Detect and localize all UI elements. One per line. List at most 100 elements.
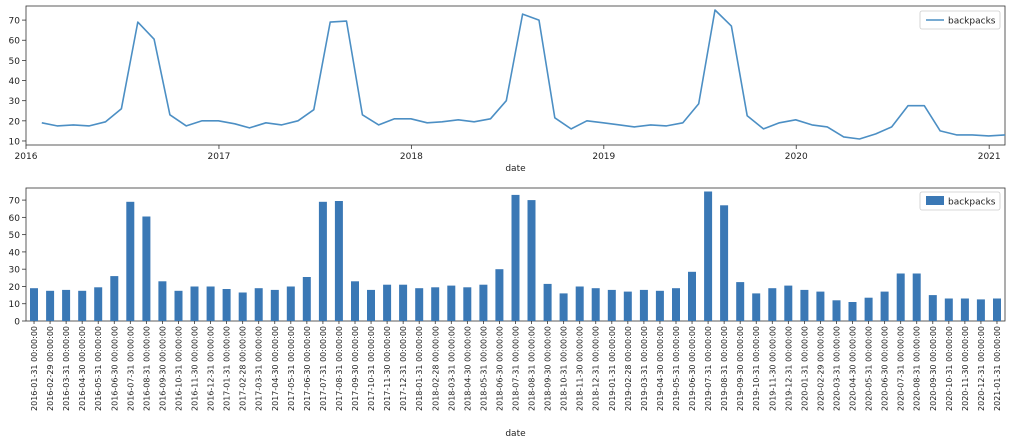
bar-backpacks (302, 277, 311, 321)
bar-x-tick-label: 2019-08-31 00:00:00 (720, 326, 729, 411)
bar-x-tick-label: 2016-05-31 00:00:00 (94, 326, 103, 411)
bar-x-tick-label: 2020-12-31 00:00:00 (977, 326, 986, 411)
bar-x-tick-label: 2016-06-30 00:00:00 (110, 326, 119, 411)
bar-backpacks (206, 286, 215, 321)
line-legend-label: backpacks (948, 17, 996, 27)
bar-x-tick-label: 2018-02-28 00:00:00 (431, 326, 440, 411)
bar-x-tick-label: 2019-06-30 00:00:00 (688, 326, 697, 411)
line-x-tick-label: 2021 (978, 152, 1001, 162)
bar-y-tick-label: 10 (9, 300, 21, 310)
bar-backpacks (912, 273, 921, 321)
bar-x-tick-label: 2021-01-31 00:00:00 (993, 326, 1002, 411)
bar-x-tick-label: 2020-07-31 00:00:00 (897, 326, 906, 411)
bar-backpacks (62, 289, 71, 321)
bar-x-tick-label: 2018-11-30 00:00:00 (576, 326, 585, 411)
bar-x-tick-label: 2016-12-31 00:00:00 (207, 326, 216, 411)
bar-backpacks (623, 291, 632, 321)
bar-backpacks (639, 289, 648, 321)
bar-x-tick-label: 2020-08-31 00:00:00 (913, 326, 922, 411)
bar-backpacks (704, 191, 713, 321)
bar-x-tick-label: 2016-10-31 00:00:00 (175, 326, 184, 411)
bar-x-tick-label: 2016-03-31 00:00:00 (62, 326, 71, 411)
bar-x-tick-label: 2019-04-30 00:00:00 (656, 326, 665, 411)
bar-legend-swatch (926, 196, 944, 205)
bar-backpacks (880, 291, 889, 321)
bar-backpacks (190, 286, 199, 321)
bar-backpacks (928, 295, 937, 321)
bar-x-tick-label: 2019-09-30 00:00:00 (736, 326, 745, 411)
bar-backpacks (30, 288, 38, 321)
bar-x-tick-label: 2016-11-30 00:00:00 (191, 326, 200, 411)
bar-x-tick-label: 2017-06-30 00:00:00 (303, 326, 312, 411)
line-y-tick-label: 10 (9, 137, 21, 147)
bar-x-tick-label: 2019-03-31 00:00:00 (640, 326, 649, 411)
bar-x-tick-label: 2019-12-31 00:00:00 (784, 326, 793, 411)
line-y-tick-label: 50 (9, 57, 21, 67)
bar-backpacks (720, 205, 729, 321)
bar-backpacks (672, 288, 680, 321)
bar-backpacks (960, 298, 969, 321)
bar-x-tick-label: 2019-01-31 00:00:00 (608, 326, 617, 411)
bar-backpacks (222, 289, 231, 321)
bar-backpacks (254, 288, 263, 321)
line-y-tick-label: 30 (9, 97, 21, 107)
bar-x-tick-label: 2018-06-30 00:00:00 (496, 326, 505, 411)
bar-backpacks (367, 289, 375, 321)
bar-backpacks (142, 216, 151, 321)
bar-backpacks (800, 289, 809, 321)
bar-backpacks (848, 302, 857, 321)
bar-backpacks (896, 273, 905, 321)
bar-x-tick-label: 2019-11-30 00:00:00 (768, 326, 777, 411)
bar-x-tick-label: 2016-02-29 00:00:00 (46, 326, 55, 411)
line-y-tick-label: 60 (9, 37, 21, 47)
line-plot-frame (25, 5, 1006, 146)
bar-backpacks (94, 287, 103, 321)
bar-backpacks (607, 289, 616, 321)
bar-x-tick-label: 2018-08-31 00:00:00 (528, 326, 537, 411)
bar-y-tick-label: 30 (9, 266, 21, 276)
bar-backpacks (110, 276, 119, 321)
bar-x-tick-label: 2018-01-31 00:00:00 (415, 326, 424, 411)
series-line-backpacks (41, 9, 1006, 140)
bar-x-tick-label: 2017-12-31 00:00:00 (399, 326, 408, 411)
bar-x-tick-label: 2020-06-30 00:00:00 (881, 326, 890, 411)
bar-backpacks (479, 284, 488, 321)
bar-backpacks (832, 300, 841, 321)
bar-backpacks (864, 297, 873, 321)
bar-x-tick-label: 2020-10-31 00:00:00 (945, 326, 954, 411)
bar-backpacks (752, 293, 761, 321)
bar-backpacks (174, 290, 183, 321)
bar-x-axis-label: date (505, 429, 526, 439)
bar-backpacks (976, 299, 985, 321)
bar-backpacks (431, 287, 440, 321)
bar-backpacks (495, 269, 504, 321)
bar-x-tick-label: 2016-01-31 00:00:00 (30, 326, 39, 411)
bar-y-tick-label: 50 (9, 231, 21, 241)
bar-x-tick-label: 2018-09-30 00:00:00 (544, 326, 553, 411)
bar-x-tick-label: 2018-05-31 00:00:00 (479, 326, 488, 411)
bar-backpacks (575, 286, 584, 321)
bar-chart: 0 10 20 30 40 50 60 70 2016-01-31 00:00:00 2016-0… (9, 187, 1006, 439)
bar-x-tick-label: 2020-03-31 00:00:00 (833, 326, 842, 411)
bar-backpacks (318, 201, 327, 321)
line-x-axis-label: date (505, 164, 526, 174)
bar-backpacks (559, 293, 568, 321)
bar-x-tick-label: 2020-09-30 00:00:00 (929, 326, 938, 411)
bar-backpacks (655, 290, 664, 321)
bar-legend: backpacks (919, 191, 1001, 211)
line-x-tick-label: 2018 (400, 152, 423, 162)
bar-backpacks (993, 298, 1001, 321)
line-x-tick-label: 2016 (15, 152, 38, 162)
bar-x-tick-label: 2017-01-31 00:00:00 (223, 326, 232, 411)
bar-x-tick-label: 2020-11-30 00:00:00 (961, 326, 970, 411)
bar-backpacks (768, 288, 777, 321)
bar-backpacks (286, 286, 295, 321)
bar-backpacks (78, 290, 87, 321)
bar-x-tick-label: 2019-07-31 00:00:00 (704, 326, 713, 411)
bar-backpacks (784, 285, 793, 321)
bar-backpacks (816, 291, 825, 321)
bar-y-tick-label: 60 (9, 214, 21, 224)
line-x-tick-label: 2017 (208, 152, 231, 162)
bar-y-tick-label: 40 (9, 248, 21, 258)
bar-x-tick-label: 2018-03-31 00:00:00 (447, 326, 456, 411)
